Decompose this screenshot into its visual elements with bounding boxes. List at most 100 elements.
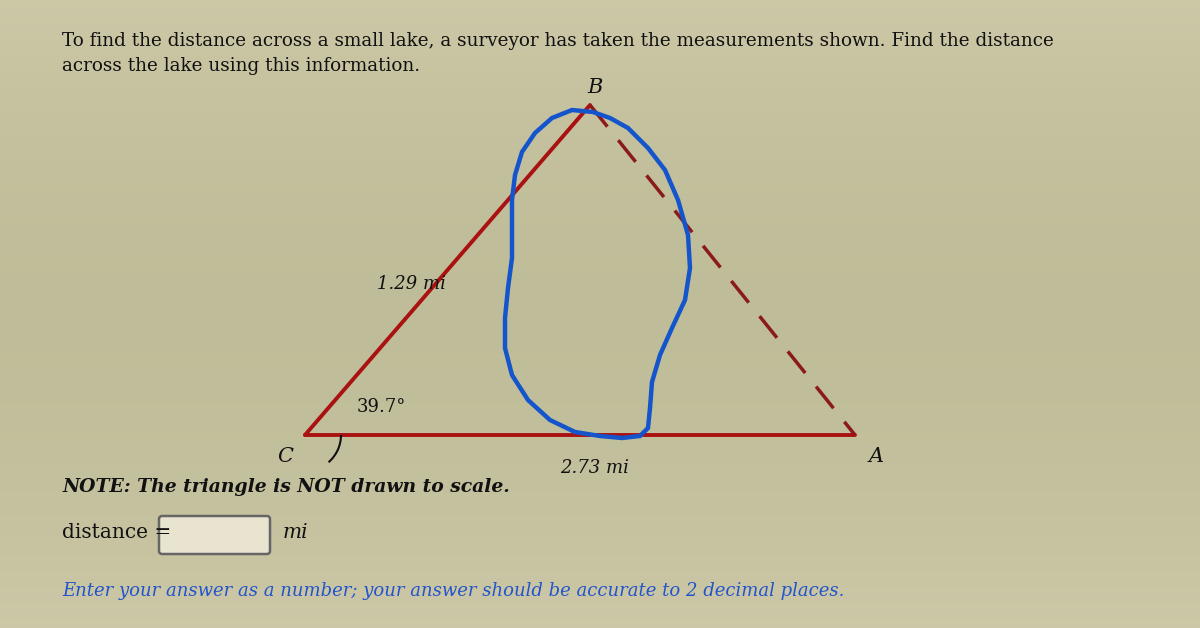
Bar bbox=[0, 158, 1200, 159]
Bar bbox=[0, 228, 1200, 229]
Bar bbox=[0, 530, 1200, 531]
Bar bbox=[0, 529, 1200, 530]
Bar bbox=[0, 202, 1200, 203]
Bar bbox=[0, 2, 1200, 3]
Bar bbox=[0, 308, 1200, 309]
Bar bbox=[0, 343, 1200, 344]
Bar bbox=[0, 137, 1200, 138]
Bar bbox=[0, 353, 1200, 354]
Bar bbox=[0, 109, 1200, 110]
Bar bbox=[0, 163, 1200, 164]
Bar bbox=[0, 240, 1200, 241]
Bar bbox=[0, 376, 1200, 377]
Bar bbox=[0, 284, 1200, 285]
Bar bbox=[0, 136, 1200, 137]
Bar bbox=[0, 191, 1200, 192]
Bar bbox=[0, 289, 1200, 290]
Bar bbox=[0, 377, 1200, 378]
Bar bbox=[0, 64, 1200, 65]
Bar bbox=[0, 446, 1200, 447]
Bar bbox=[0, 203, 1200, 204]
Bar bbox=[0, 194, 1200, 195]
Bar bbox=[0, 241, 1200, 242]
Bar bbox=[0, 598, 1200, 599]
Bar bbox=[0, 482, 1200, 483]
Bar bbox=[0, 292, 1200, 293]
Bar bbox=[0, 114, 1200, 115]
Bar bbox=[0, 131, 1200, 132]
Bar bbox=[0, 83, 1200, 84]
Bar bbox=[0, 224, 1200, 225]
Bar bbox=[0, 356, 1200, 357]
Bar bbox=[0, 531, 1200, 532]
Bar bbox=[0, 278, 1200, 279]
Bar bbox=[0, 263, 1200, 264]
Bar bbox=[0, 53, 1200, 54]
Bar bbox=[0, 562, 1200, 563]
Bar bbox=[0, 351, 1200, 352]
Bar bbox=[0, 265, 1200, 266]
Bar bbox=[0, 344, 1200, 345]
Bar bbox=[0, 346, 1200, 347]
Bar bbox=[0, 185, 1200, 186]
Bar bbox=[0, 287, 1200, 288]
Bar bbox=[0, 557, 1200, 558]
Bar bbox=[0, 221, 1200, 222]
Bar bbox=[0, 608, 1200, 609]
Bar bbox=[0, 342, 1200, 343]
Bar bbox=[0, 168, 1200, 169]
Bar bbox=[0, 514, 1200, 515]
Bar bbox=[0, 180, 1200, 181]
Bar bbox=[0, 75, 1200, 76]
Bar bbox=[0, 500, 1200, 501]
Bar bbox=[0, 442, 1200, 443]
Bar bbox=[0, 23, 1200, 24]
Bar bbox=[0, 389, 1200, 390]
Bar bbox=[0, 26, 1200, 27]
Bar bbox=[0, 460, 1200, 461]
Bar bbox=[0, 124, 1200, 125]
Bar bbox=[0, 574, 1200, 575]
Bar bbox=[0, 499, 1200, 500]
Bar bbox=[0, 430, 1200, 431]
Bar bbox=[0, 450, 1200, 451]
Bar bbox=[0, 570, 1200, 571]
Bar bbox=[0, 555, 1200, 556]
Bar bbox=[0, 543, 1200, 544]
Bar bbox=[0, 113, 1200, 114]
Bar bbox=[0, 485, 1200, 486]
Bar bbox=[0, 152, 1200, 153]
Bar bbox=[0, 3, 1200, 4]
Bar bbox=[0, 537, 1200, 538]
Bar bbox=[0, 528, 1200, 529]
Bar bbox=[0, 493, 1200, 494]
Bar bbox=[0, 175, 1200, 176]
Bar bbox=[0, 156, 1200, 157]
Bar bbox=[0, 544, 1200, 545]
Bar bbox=[0, 330, 1200, 331]
Bar bbox=[0, 31, 1200, 32]
Bar bbox=[0, 542, 1200, 543]
Bar bbox=[0, 110, 1200, 111]
Bar bbox=[0, 217, 1200, 218]
Bar bbox=[0, 39, 1200, 40]
Bar bbox=[0, 281, 1200, 282]
Bar bbox=[0, 219, 1200, 220]
Bar bbox=[0, 370, 1200, 371]
Bar bbox=[0, 178, 1200, 179]
Bar bbox=[0, 127, 1200, 128]
Bar bbox=[0, 484, 1200, 485]
Bar bbox=[0, 216, 1200, 217]
Bar bbox=[0, 96, 1200, 97]
Bar bbox=[0, 37, 1200, 38]
Bar bbox=[0, 304, 1200, 305]
Bar bbox=[0, 170, 1200, 171]
Bar bbox=[0, 253, 1200, 254]
Bar bbox=[0, 336, 1200, 337]
Bar bbox=[0, 517, 1200, 518]
Bar bbox=[0, 9, 1200, 10]
Bar bbox=[0, 413, 1200, 414]
Bar bbox=[0, 621, 1200, 622]
Bar bbox=[0, 361, 1200, 362]
Bar bbox=[0, 469, 1200, 470]
